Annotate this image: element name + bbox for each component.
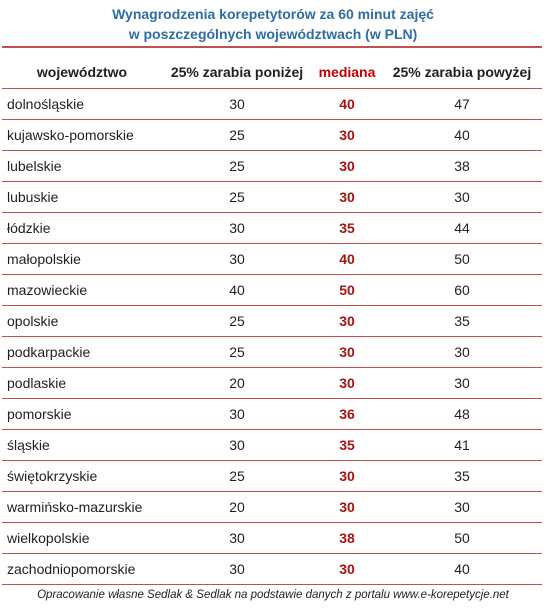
bottom-quartile-cell: 25 xyxy=(162,460,312,492)
median-cell: 36 xyxy=(312,398,382,430)
top-quartile-cell: 40 xyxy=(382,119,542,151)
table-row: zachodniopomorskie 30 30 40 xyxy=(2,553,542,585)
median-cell: 30 xyxy=(312,367,382,399)
median-cell: 30 xyxy=(312,150,382,182)
median-cell: 30 xyxy=(312,119,382,151)
table-row: lubuskie 25 30 30 xyxy=(2,181,542,213)
median-cell: 30 xyxy=(312,553,382,585)
header-region: województwo xyxy=(2,55,162,89)
median-cell: 38 xyxy=(312,522,382,554)
bottom-quartile-cell: 25 xyxy=(162,305,312,337)
table-row: pomorskie 30 36 48 xyxy=(2,398,542,430)
top-quartile-cell: 44 xyxy=(382,212,542,244)
top-quartile-cell: 50 xyxy=(382,243,542,275)
title-divider xyxy=(2,46,542,48)
table-row: lubelskie 25 30 38 xyxy=(2,150,542,182)
top-quartile-cell: 35 xyxy=(382,305,542,337)
median-cell: 40 xyxy=(312,88,382,120)
table-row: dolnośląskie 30 40 47 xyxy=(2,88,542,120)
top-quartile-cell: 30 xyxy=(382,491,542,523)
header-bottom-quartile: 25% zarabia poniżej xyxy=(162,55,312,89)
region-cell: opolskie xyxy=(2,305,162,337)
table-row: kujawsko-pomorskie 25 30 40 xyxy=(2,119,542,151)
table-title: Wynagrodzenia korepetytorów za 60 minut … xyxy=(0,4,546,44)
bottom-quartile-cell: 40 xyxy=(162,274,312,306)
source-note: Opracowanie własne Sedlak & Sedlak na po… xyxy=(37,589,509,601)
top-quartile-cell: 35 xyxy=(382,460,542,492)
region-cell: wielkopolskie xyxy=(2,522,162,554)
top-quartile-cell: 38 xyxy=(382,150,542,182)
bottom-quartile-cell: 20 xyxy=(162,491,312,523)
region-cell: małopolskie xyxy=(2,243,162,275)
median-cell: 40 xyxy=(312,243,382,275)
top-quartile-cell: 48 xyxy=(382,398,542,430)
top-quartile-cell: 30 xyxy=(382,181,542,213)
region-cell: podkarpackie xyxy=(2,336,162,368)
top-quartile-cell: 50 xyxy=(382,522,542,554)
bottom-quartile-cell: 30 xyxy=(162,553,312,585)
top-quartile-cell: 41 xyxy=(382,429,542,461)
table-row: opolskie 25 30 35 xyxy=(2,305,542,337)
region-cell: lubuskie xyxy=(2,181,162,213)
region-cell: świętokrzyskie xyxy=(2,460,162,492)
top-quartile-cell: 60 xyxy=(382,274,542,306)
region-cell: kujawsko-pomorskie xyxy=(2,119,162,151)
top-quartile-cell: 40 xyxy=(382,553,542,585)
header-top-quartile: 25% zarabia powyżej xyxy=(382,55,542,89)
top-quartile-cell: 30 xyxy=(382,367,542,399)
region-cell: pomorskie xyxy=(2,398,162,430)
region-cell: łódzkie xyxy=(2,212,162,244)
title-line-2: w poszczególnych województwach (w PLN) xyxy=(128,26,418,42)
bottom-quartile-cell: 20 xyxy=(162,367,312,399)
header-row: województwo 25% zarabia poniżej mediana … xyxy=(2,55,542,89)
title-line-1: Wynagrodzenia korepetytorów za 60 minut … xyxy=(112,6,434,22)
region-cell: zachodniopomorskie xyxy=(2,553,162,585)
top-quartile-cell: 30 xyxy=(382,336,542,368)
table-row: warmińsko-mazurskie 20 30 30 xyxy=(2,491,542,523)
bottom-quartile-cell: 25 xyxy=(162,119,312,151)
region-cell: mazowieckie xyxy=(2,274,162,306)
median-cell: 30 xyxy=(312,460,382,492)
bottom-quartile-cell: 30 xyxy=(162,88,312,120)
region-cell: dolnośląskie xyxy=(2,88,162,120)
bottom-quartile-cell: 25 xyxy=(162,336,312,368)
table-row: mazowieckie 40 50 60 xyxy=(2,274,542,306)
region-cell: podlaskie xyxy=(2,367,162,399)
table-row: małopolskie 30 40 50 xyxy=(2,243,542,275)
median-cell: 50 xyxy=(312,274,382,306)
table-body: dolnośląskie 30 40 47 kujawsko-pomorskie 25 30… xyxy=(2,88,542,585)
bottom-quartile-cell: 25 xyxy=(162,150,312,182)
median-cell: 30 xyxy=(312,181,382,213)
table-header: województwo 25% zarabia poniżej mediana … xyxy=(2,55,542,89)
region-cell: śląskie xyxy=(2,429,162,461)
header-median: mediana xyxy=(312,55,382,89)
median-cell: 30 xyxy=(312,491,382,523)
table-row: wielkopolskie 30 38 50 xyxy=(2,522,542,554)
bottom-quartile-cell: 30 xyxy=(162,522,312,554)
top-quartile-cell: 47 xyxy=(382,88,542,120)
table-row: świętokrzyskie 25 30 35 xyxy=(2,460,542,492)
table-row: podkarpackie 25 30 30 xyxy=(2,336,542,368)
bottom-quartile-cell: 30 xyxy=(162,429,312,461)
median-cell: 30 xyxy=(312,305,382,337)
median-cell: 35 xyxy=(312,212,382,244)
table-row: łódzkie 30 35 44 xyxy=(2,212,542,244)
median-cell: 35 xyxy=(312,429,382,461)
table-row: śląskie 30 35 41 xyxy=(2,429,542,461)
bottom-quartile-cell: 30 xyxy=(162,398,312,430)
table-row: podlaskie 20 30 30 xyxy=(2,367,542,399)
bottom-quartile-cell: 25 xyxy=(162,181,312,213)
region-cell: warmińsko-mazurskie xyxy=(2,491,162,523)
median-cell: 30 xyxy=(312,336,382,368)
salary-table: województwo 25% zarabia poniżej mediana … xyxy=(2,55,542,585)
bottom-quartile-cell: 30 xyxy=(162,212,312,244)
bottom-quartile-cell: 30 xyxy=(162,243,312,275)
region-cell: lubelskie xyxy=(2,150,162,182)
